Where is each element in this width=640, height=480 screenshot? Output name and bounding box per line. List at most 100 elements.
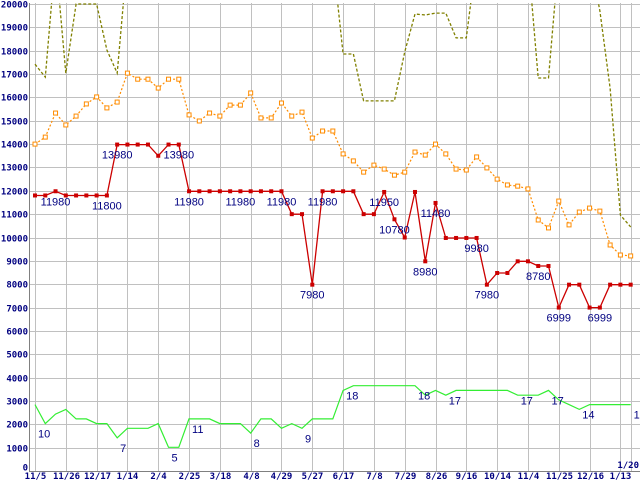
data-point-low [423,259,428,264]
low-price-label: 11980 [267,196,297,208]
count-label: 8 [254,438,260,450]
data-point-average [597,208,603,214]
data-point-low [556,305,561,310]
data-point-low [115,142,120,147]
x-tick-label: 11/5 [25,472,47,480]
data-point-low [176,142,181,147]
data-point-low [84,193,89,198]
data-point-low [156,153,161,158]
x-tick-label: 11/26 [53,472,80,480]
data-point-low [495,270,500,275]
value-labels: 11980 11800 13980 13980 11980 11980 11980 11980… [38,150,640,465]
data-point-low [320,189,325,194]
y-tick-label: 10000 [1,235,28,245]
x-tick-label: 3/18 [210,472,232,480]
x-tick-label: 5/27 [302,472,324,480]
data-point-low [53,189,58,194]
data-point-low [300,212,305,217]
data-point-low [135,142,140,147]
data-point-average [484,165,490,171]
low-price-label: 11980 [308,196,338,208]
data-point-average [504,182,510,188]
x-tick-label: 1/20 [617,461,639,471]
data-point-average [525,186,531,192]
low-price-label: 13980 [163,150,194,162]
data-point-average [381,166,387,172]
y-tick-label: 4000 [6,375,28,385]
x-tick-label: 1/14 [117,472,139,480]
low-price-label: 8780 [526,271,550,283]
x-tick-label: 7/29 [395,472,417,480]
data-point-average [94,94,100,100]
data-point-average [474,154,480,160]
y-tick-label: 0 [23,464,28,474]
x-tick-label: 2/4 [150,472,167,480]
low-price-label: 11480 [421,208,451,220]
count-label: 17 [552,395,564,407]
low-price-label: 11950 [369,197,399,209]
data-point-average [422,152,428,158]
data-point-average [227,102,233,108]
data-point-low [618,282,623,287]
series-line-low [35,143,631,310]
data-point-average [186,112,192,118]
data-point-low [217,189,222,194]
x-tick-label: 11/4 [518,472,540,480]
data-point-average [166,76,172,82]
data-point-average [402,169,408,175]
data-point-low [43,193,48,198]
data-point-low [628,282,633,287]
data-point-average [53,110,59,116]
count-label: 18 [418,391,430,403]
data-point-average [566,222,572,228]
x-tick-label: 1/13 [610,472,632,480]
count-label: 17 [521,395,533,407]
low-price-label: 11980 [174,196,204,208]
low-price-label: 13980 [102,150,133,162]
data-point-average [535,217,541,223]
count-label: 10 [38,429,50,441]
data-point-average [135,76,141,82]
data-point-average [371,162,377,168]
data-point-low [567,282,572,287]
data-point-average [617,252,623,258]
series-line-count [34,385,631,448]
y-tick-label: 5000 [6,351,28,361]
low-price-label: 6999 [588,313,612,325]
data-point-average [350,158,356,164]
series-layer [32,3,634,448]
y-tick-label: 1000 [6,445,28,455]
data-point-low [608,282,613,287]
data-point-average [320,128,326,134]
data-point-average [628,253,634,259]
x-tick-label: 8/26 [426,472,448,480]
x-tick-label: 6/17 [333,472,355,480]
grid [29,3,640,472]
y-tick-label: 11000 [1,211,28,221]
x-tick-label: 12/16 [577,472,604,480]
x-axis-ticks: 11/5 11/26 12/17 1/14 2/4 2/25 3/18 4/8 4/29 5/27… [25,461,639,480]
count-label: 14 [634,410,640,422]
data-point-average [83,101,89,107]
data-point-low [33,193,37,198]
y-tick-label: 9000 [6,258,28,268]
y-tick-label: 14000 [1,141,28,151]
count-label: 18 [346,391,358,403]
x-tick-label: 4/8 [243,472,259,480]
data-point-average [299,109,305,115]
data-point-low [361,212,366,217]
data-point-average [361,169,367,175]
data-point-average [237,102,243,108]
data-point-average [453,166,459,172]
data-point-average [463,167,469,173]
data-point-average [155,85,161,91]
data-point-low [515,259,520,264]
y-tick-label: 20000 [1,1,28,11]
y-tick-label: 13000 [1,164,28,174]
y-tick-label: 7000 [6,305,28,315]
data-point-average [494,176,500,182]
low-price-label: 6999 [547,313,571,325]
data-point-low [187,189,192,194]
data-point-low [74,193,79,198]
data-point-low [577,282,582,287]
